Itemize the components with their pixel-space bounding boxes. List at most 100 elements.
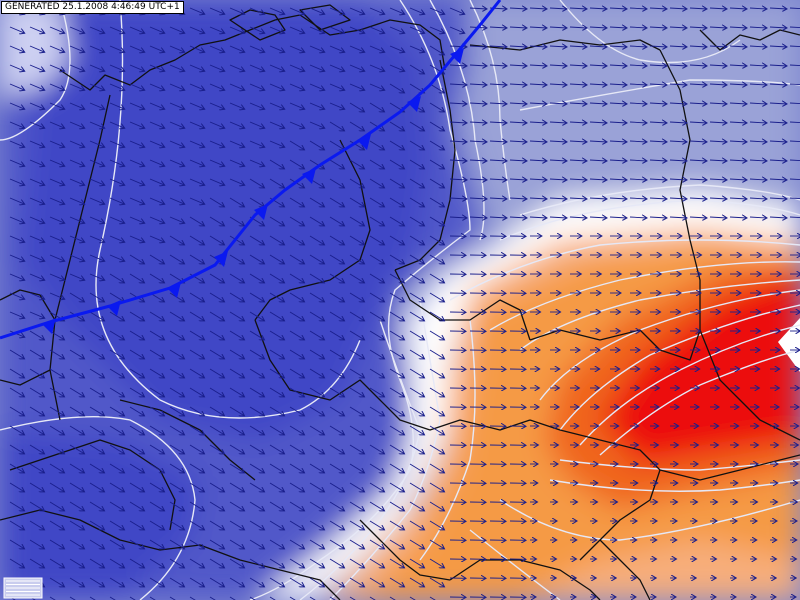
- wind-vector: [189, 368, 205, 378]
- wind-vector: [509, 103, 527, 104]
- wind-vector: [69, 558, 85, 568]
- wind-vector: [329, 520, 345, 530]
- wind-vector: [149, 463, 165, 473]
- wind-vector: [209, 463, 225, 473]
- wind-vector: [109, 558, 125, 568]
- wind-vector: [369, 292, 385, 302]
- wind-vector: [469, 103, 487, 104]
- wind-vector: [269, 26, 285, 33]
- wind-vector: [349, 292, 365, 302]
- wind-vector: [229, 7, 245, 14]
- wind-vector: [389, 501, 405, 511]
- wind-vector: [129, 501, 145, 511]
- generated-timestamp: GENERATED 25.1.2008 4:46:49 UTC+1: [1, 1, 184, 14]
- wind-vector: [489, 122, 507, 123]
- wind-vector: [49, 216, 65, 223]
- wind-vector: [429, 539, 445, 549]
- wind-vector: [309, 292, 325, 302]
- wind-vector: [629, 179, 647, 180]
- wind-vector: [189, 444, 205, 454]
- wind-vector: [489, 141, 507, 142]
- wind-vector: [189, 539, 205, 549]
- cold-front-triangle-icon: [254, 204, 268, 220]
- cold-front-triangle-icon: [107, 300, 121, 316]
- wind-vector: [109, 197, 125, 204]
- wind-vector: [249, 64, 265, 71]
- wind-vector: [569, 160, 587, 161]
- wind-vector: [669, 46, 687, 47]
- isoline: [469, 529, 561, 600]
- wind-vector: [729, 160, 747, 161]
- wind-vector: [169, 387, 185, 397]
- wind-vector: [109, 330, 125, 340]
- wind-vector: [69, 387, 85, 397]
- wind-vector: [389, 254, 405, 264]
- wind-vector: [129, 482, 145, 492]
- wind-vector: [29, 140, 45, 147]
- wind-vector: [109, 482, 125, 492]
- wind-vector: [349, 197, 365, 207]
- wind-vector: [229, 406, 245, 416]
- wind-vector: [409, 482, 425, 492]
- wind-vector: [329, 197, 345, 207]
- wind-vector: [129, 26, 145, 33]
- wind-vector: [149, 159, 165, 166]
- wind-vector: [149, 444, 165, 454]
- wind-vector: [529, 141, 547, 142]
- wind-vector: [169, 121, 185, 128]
- wind-vector: [609, 141, 627, 142]
- cold-front-triangle-icon: [42, 318, 56, 334]
- wind-vector: [769, 103, 787, 104]
- wind-vector: [29, 292, 45, 299]
- wind-vector: [89, 121, 105, 128]
- wind-vector: [389, 577, 405, 587]
- wind-vector: [309, 330, 325, 340]
- wind-vector: [89, 26, 105, 33]
- wind-vector: [769, 198, 787, 199]
- wind-vector: [89, 539, 105, 549]
- wind-vector: [289, 140, 305, 150]
- wind-vector: [529, 217, 547, 218]
- wind-vector: [289, 311, 305, 321]
- wind-vector: [149, 102, 165, 109]
- wind-vector: [629, 84, 647, 85]
- wind-vector: [529, 46, 547, 47]
- wind-vector: [289, 444, 305, 454]
- wind-vector: [649, 46, 667, 47]
- wind-vector: [349, 558, 365, 568]
- wind-vector: [189, 387, 205, 397]
- wind-vector: [109, 349, 125, 359]
- wind-vector: [349, 596, 356, 600]
- wind-vector: [29, 539, 45, 549]
- wind-vector: [169, 368, 185, 378]
- wind-vector: [69, 45, 85, 52]
- wind-vector: [389, 330, 405, 340]
- wind-vector: [489, 198, 507, 199]
- wind-vector: [389, 558, 405, 568]
- wind-vector: [589, 27, 607, 28]
- wind-vector: [169, 482, 185, 492]
- wind-vector: [529, 27, 547, 28]
- wind-vector: [409, 596, 416, 600]
- wind-vector: [249, 197, 265, 207]
- wind-vector: [309, 368, 325, 378]
- wind-vector: [189, 463, 205, 473]
- wind-vector: [269, 140, 285, 147]
- wind-vector: [729, 103, 747, 104]
- wind-vector: [129, 216, 145, 223]
- wind-vector: [349, 254, 365, 264]
- wind-vector: [389, 7, 405, 14]
- wind-vector: [549, 84, 567, 85]
- wind-vector: [609, 198, 627, 199]
- wind-vector: [89, 83, 105, 90]
- wind-vector: [569, 27, 587, 28]
- wind-vector: [9, 121, 25, 128]
- wind-vector: [329, 159, 345, 169]
- wind-vector: [269, 558, 285, 568]
- wind-vector: [309, 539, 325, 549]
- wind-vector: [449, 179, 467, 180]
- wind-vector: [349, 235, 365, 245]
- wind-vector: [249, 501, 265, 511]
- wind-vector: [129, 444, 145, 454]
- wind-vector: [329, 444, 345, 454]
